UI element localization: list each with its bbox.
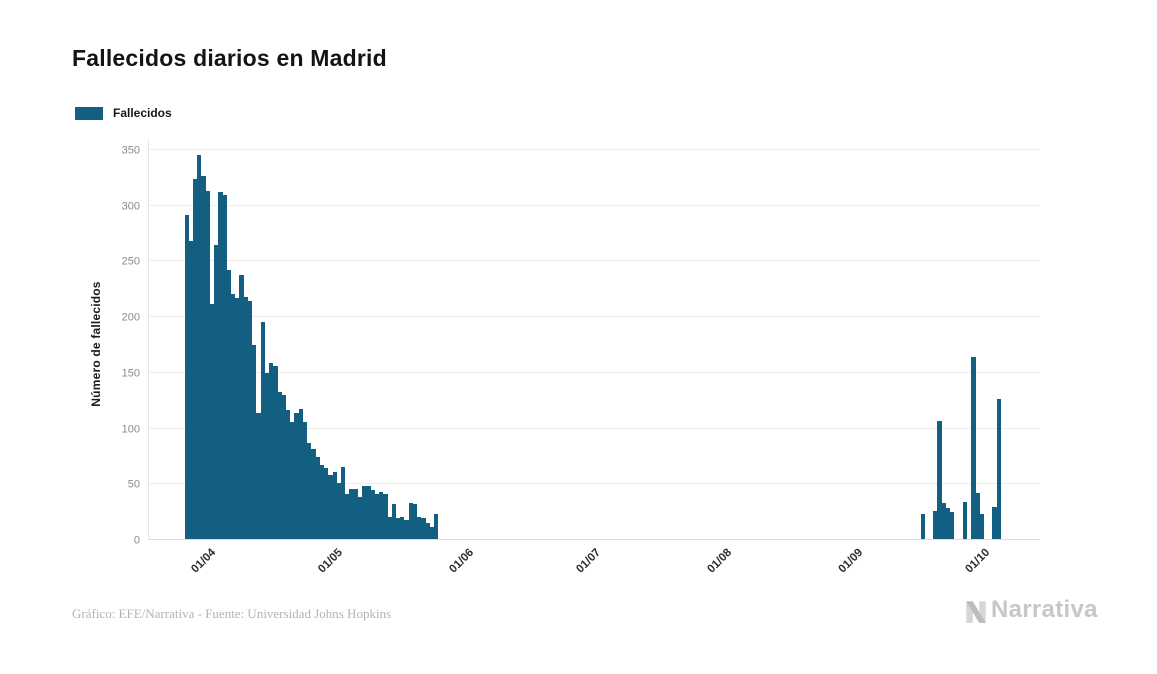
bar — [358, 497, 362, 539]
bar — [950, 512, 954, 539]
bar — [400, 517, 404, 539]
bar — [992, 507, 997, 539]
bar — [345, 494, 349, 539]
bar — [980, 514, 984, 539]
bar — [193, 179, 197, 539]
bar — [933, 511, 937, 539]
bar — [337, 483, 341, 539]
bar — [379, 492, 383, 539]
bar — [354, 489, 358, 539]
bar — [269, 363, 273, 539]
y-tick-label: 300 — [122, 201, 140, 213]
y-tick-label: 350 — [122, 145, 140, 157]
bar — [248, 301, 252, 539]
bar — [333, 472, 337, 539]
bar — [946, 508, 950, 539]
bar — [409, 503, 413, 539]
bar — [223, 195, 227, 539]
bar — [218, 192, 223, 539]
bar — [937, 421, 942, 539]
bar — [434, 514, 438, 539]
bar — [375, 494, 379, 539]
y-axis-title: Número de fallecidos — [89, 281, 103, 407]
bar — [244, 297, 248, 539]
x-tick-label: 01/04 — [189, 546, 218, 575]
x-tick-label: 01/10 — [963, 547, 992, 576]
bar — [349, 489, 354, 539]
bar — [210, 304, 214, 539]
bar — [273, 366, 278, 539]
bar — [299, 409, 303, 539]
y-tick-label: 150 — [122, 368, 140, 380]
bar — [396, 518, 400, 539]
y-tick-label: 100 — [122, 424, 140, 436]
bar — [942, 503, 946, 539]
x-tick-label: 01/09 — [836, 547, 865, 576]
chart-title: Fallecidos diarios en Madrid — [72, 45, 387, 71]
bar — [366, 486, 371, 539]
bar — [303, 422, 307, 539]
bar — [282, 395, 286, 539]
bar — [311, 449, 316, 539]
bar — [371, 490, 375, 539]
bar — [214, 245, 218, 539]
bar — [206, 191, 210, 539]
bar — [239, 275, 244, 539]
y-tick-label: 0 — [134, 535, 140, 547]
bar — [286, 410, 290, 539]
bar — [320, 465, 324, 539]
bar — [201, 176, 206, 539]
narrativa-logo-icon — [966, 601, 986, 623]
bar — [294, 413, 299, 539]
bar — [421, 518, 426, 539]
bar — [430, 527, 434, 539]
bar — [256, 413, 261, 539]
bar — [413, 504, 417, 539]
bar — [278, 392, 282, 539]
y-tick-label: 50 — [128, 479, 140, 491]
bar — [392, 504, 396, 539]
bar — [404, 520, 409, 539]
bar — [417, 517, 421, 539]
bar — [324, 468, 328, 539]
bar — [290, 422, 294, 539]
bar — [235, 298, 239, 539]
y-tick-label: 200 — [122, 312, 140, 324]
bar — [362, 486, 366, 539]
bar — [227, 270, 231, 539]
bar — [307, 443, 311, 539]
x-tick-label: 01/06 — [447, 547, 476, 576]
bar — [197, 155, 201, 539]
y-tick-label: 250 — [122, 256, 140, 268]
bar — [383, 494, 388, 539]
narrativa-watermark: Narrativa — [963, 597, 1098, 623]
bar — [189, 241, 193, 539]
bar — [265, 373, 269, 539]
legend: Fallecidos — [75, 106, 172, 120]
bar — [252, 345, 256, 539]
x-tick-label: 01/05 — [316, 546, 345, 575]
bar — [261, 322, 265, 539]
bar — [185, 215, 189, 539]
bar — [231, 294, 235, 539]
bar — [426, 523, 430, 539]
legend-label: Fallecidos — [113, 106, 172, 120]
bar — [316, 457, 320, 539]
bar — [328, 475, 333, 539]
x-tick-label: 01/07 — [574, 547, 603, 576]
legend-swatch — [75, 106, 103, 120]
bar — [963, 502, 967, 539]
credit-text: Gráfico: EFE/Narrativa - Fuente: Univers… — [72, 606, 392, 621]
x-tick-label: 01/08 — [705, 546, 734, 575]
bar — [388, 517, 392, 539]
bar — [341, 467, 345, 539]
bar — [997, 399, 1001, 539]
bar — [971, 357, 976, 539]
bar — [921, 514, 925, 539]
bar — [976, 493, 980, 539]
narrativa-logo-text: Narrativa — [991, 596, 1098, 623]
